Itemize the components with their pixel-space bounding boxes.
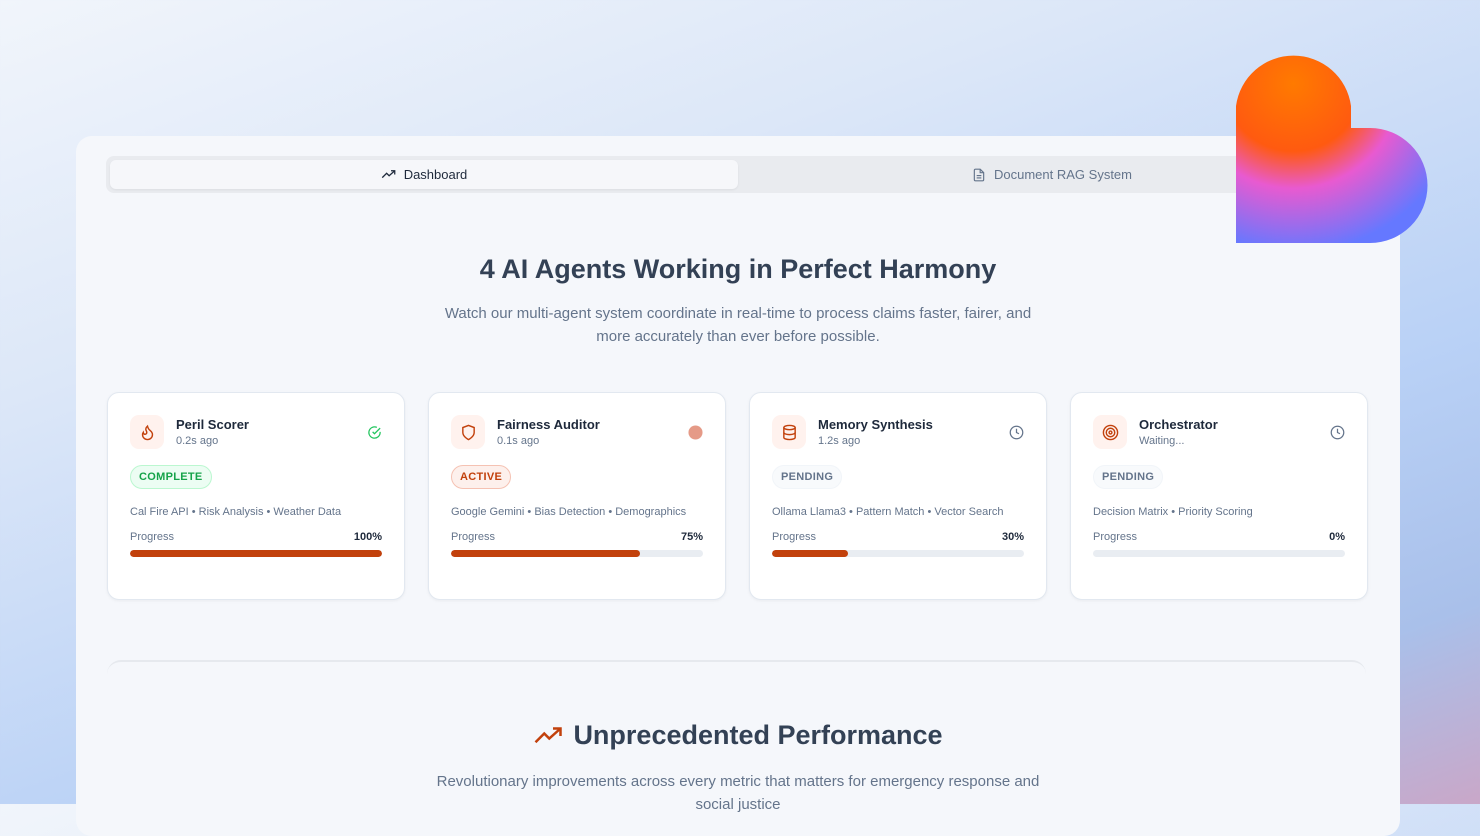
- agent-tags: Cal Fire API • Risk Analysis • Weather D…: [130, 506, 342, 518]
- agent-tags: Google Gemini • Bias Detection • Demogra…: [451, 506, 687, 518]
- progress-value: 100%: [353, 531, 382, 543]
- hero-title: 4 AI Agents Working in Perfect Harmony: [479, 254, 997, 284]
- agent-time: Waiting...: [1139, 435, 1185, 447]
- progress-fill: [451, 550, 640, 557]
- progress-fill: [130, 550, 382, 557]
- agent-name: Peril Scorer: [176, 417, 249, 432]
- progress-bar: [772, 550, 1024, 557]
- section-divider: [107, 660, 1366, 720]
- agent-time: 1.2s ago: [818, 435, 861, 447]
- progress-bar: [451, 550, 703, 557]
- tab-label: Dashboard: [403, 167, 468, 182]
- agent-card-memory-synthesis: Memory Synthesis 1.2s ago PENDING Ollama …: [749, 392, 1047, 600]
- agent-card-orchestrator: Orchestrator Waiting... PENDING Decision …: [1070, 392, 1368, 600]
- clock-icon: [1009, 425, 1024, 440]
- main-panel: Dashboard Document RAG System 4 AI Agent…: [76, 136, 1400, 836]
- status-badge: PENDING: [772, 465, 843, 489]
- tab-dashboard[interactable]: Dashboard: [110, 160, 738, 189]
- progress-bar: [130, 550, 382, 557]
- hero-subtitle: Watch our multi-agent system coordinate …: [444, 305, 1032, 345]
- trending-up-icon: [535, 726, 563, 743]
- progress-label: Progress: [130, 531, 175, 543]
- agent-name: Memory Synthesis: [818, 417, 933, 432]
- progress-value: 30%: [1001, 531, 1024, 543]
- agent-card-fairness-auditor: Fairness Auditor 0.1s ago ACTIVE Google G…: [428, 392, 726, 600]
- progress-label: Progress: [772, 531, 817, 543]
- performance-title-text: Unprecedented Performance: [573, 720, 943, 750]
- heart-logo: [1236, 55, 1428, 243]
- agent-time: 0.1s ago: [497, 435, 540, 447]
- active-dot-icon: [688, 425, 703, 440]
- database-icon: [782, 424, 796, 440]
- tab-label: Document RAG System: [994, 167, 1132, 182]
- check-circle-icon: [368, 426, 381, 439]
- agent-tags: Ollama Llama3 • Pattern Match • Vector S…: [772, 506, 1004, 518]
- status-badge: ACTIVE: [451, 465, 512, 489]
- shield-icon: [461, 424, 475, 440]
- target-icon: [1102, 424, 1118, 440]
- progress-fill: [772, 550, 848, 557]
- tab-bar: Dashboard Document RAG System: [106, 156, 1370, 193]
- status-badge: PENDING: [1093, 465, 1164, 489]
- clock-icon: [1330, 425, 1345, 440]
- flame-icon: [141, 424, 153, 440]
- performance-subtitle: Revolutionary improvements across every …: [436, 773, 1040, 813]
- agent-tags: Decision Matrix • Priority Scoring: [1093, 506, 1253, 518]
- progress-value: 0%: [1329, 531, 1345, 543]
- progress-label: Progress: [451, 531, 496, 543]
- agent-card-peril-scorer: Peril Scorer 0.2s ago COMPLETE Cal Fire A…: [107, 392, 405, 600]
- performance-title: Unprecedented Performance: [76, 720, 1400, 751]
- trending-up-icon: [381, 170, 396, 179]
- tab-document-rag[interactable]: Document RAG System: [738, 160, 1366, 189]
- agent-time: 0.2s ago: [176, 435, 219, 447]
- agent-cards: Peril Scorer 0.2s ago COMPLETE Cal Fire A…: [107, 392, 1368, 600]
- agent-name: Orchestrator: [1139, 417, 1218, 432]
- status-badge: COMPLETE: [130, 465, 212, 489]
- progress-label: Progress: [1093, 531, 1138, 543]
- progress-bar: [1093, 550, 1345, 557]
- agent-name: Fairness Auditor: [497, 417, 600, 432]
- progress-value: 75%: [680, 531, 703, 543]
- file-text-icon: [973, 168, 985, 181]
